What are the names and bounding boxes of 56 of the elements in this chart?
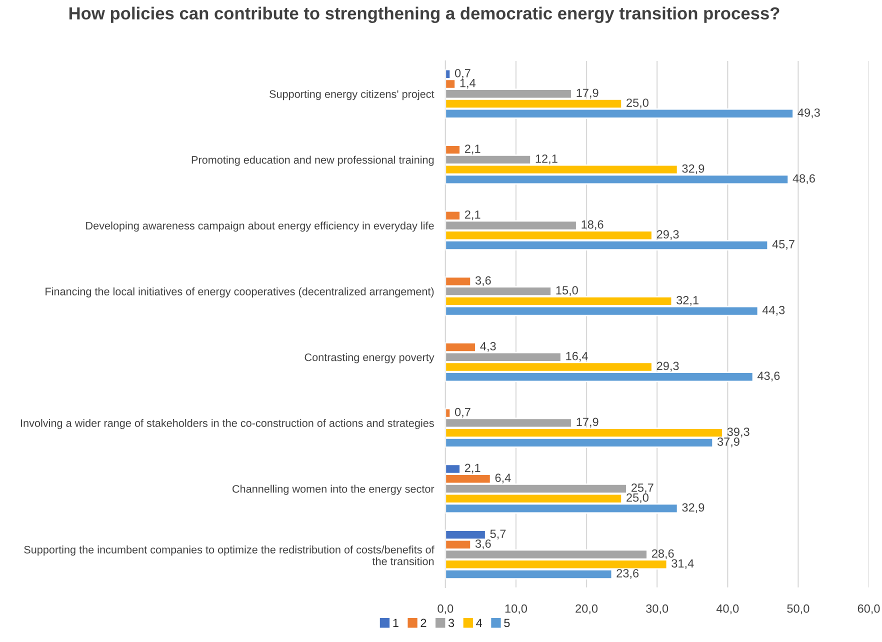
x-tick-label: 0,0 [438,604,454,614]
legend-label: 3 [448,618,454,628]
data-label: 49,3 [798,108,820,118]
data-label: 6,4 [495,474,511,484]
data-label: 25,0 [626,98,648,108]
data-label: 29,3 [656,362,679,372]
x-tick-label: 50,0 [787,604,810,614]
y-tick-label: Supporting the incumbent companies to optimize the redistribution of costs/benefits of the transition [24,546,434,566]
data-label: 17,9 [576,418,598,428]
data-label: 32,1 [676,296,698,306]
data-label: 25,7 [632,484,654,494]
y-tick-label: Channelling women into the energy sector [232,484,434,495]
y-tick-label: Developing awareness campaign about energy efficiency in everyday life [86,222,434,232]
data-label: 23,6 [616,569,639,579]
chart-title: How policies can contribute to strengthening a democratic energy transition process? [69,6,780,23]
data-label: 16,4 [566,352,588,362]
data-label: 0,7 [454,408,470,418]
legend-label: 5 [504,618,510,628]
data-label: 12,1 [536,154,558,164]
legend-label: 4 [476,618,482,627]
x-tick-label: 10,0 [505,604,527,614]
legend-label: 2 [420,618,426,627]
x-tick-label: 40,0 [716,604,739,614]
data-label: 4,3 [480,342,496,352]
data-label: 2,1 [464,144,480,154]
y-tick-label: Involving a wider range of stakeholders in the co-construction of actions and strategies [21,418,434,430]
x-tick-label: 20,0 [576,604,598,614]
data-label: 31,4 [672,559,694,569]
data-label: 32,9 [682,503,704,514]
data-label: 2,1 [464,210,480,220]
data-label: 17,9 [576,88,598,98]
y-tick-label: Financing the local initiatives of energy cooperatives (decentralized arrangement) [46,287,434,298]
data-label: 15,0 [556,286,578,296]
x-tick-label: 60,0 [858,604,880,614]
data-label: 43,6 [757,372,780,382]
data-label: 2,1 [464,464,480,474]
data-label: 28,6 [652,549,674,560]
data-label: 3,6 [475,539,491,550]
y-tick-label: Promoting education and new professional training [192,156,434,166]
data-label: 32,9 [682,164,704,174]
y-tick-label: Contrasting energy poverty [304,353,434,364]
data-label: 48,6 [792,174,815,184]
data-label: 5,7 [490,530,506,540]
y-tick-label: Supporting energy citizens' project [270,90,434,100]
data-label: 3,6 [475,276,491,286]
legend-label: 1 [393,618,398,627]
data-label: 44,3 [762,306,785,316]
data-label: 39,3 [727,428,750,438]
data-label: 1,4 [460,78,476,89]
x-tick-label: 30,0 [646,604,668,614]
data-label: 29,3 [656,230,679,240]
data-label: 37,9 [717,437,740,448]
data-label: 45,7 [772,240,794,250]
data-label: 25,0 [626,493,648,504]
data-label: 18,6 [582,220,604,230]
data-label: 0,7 [454,68,470,79]
